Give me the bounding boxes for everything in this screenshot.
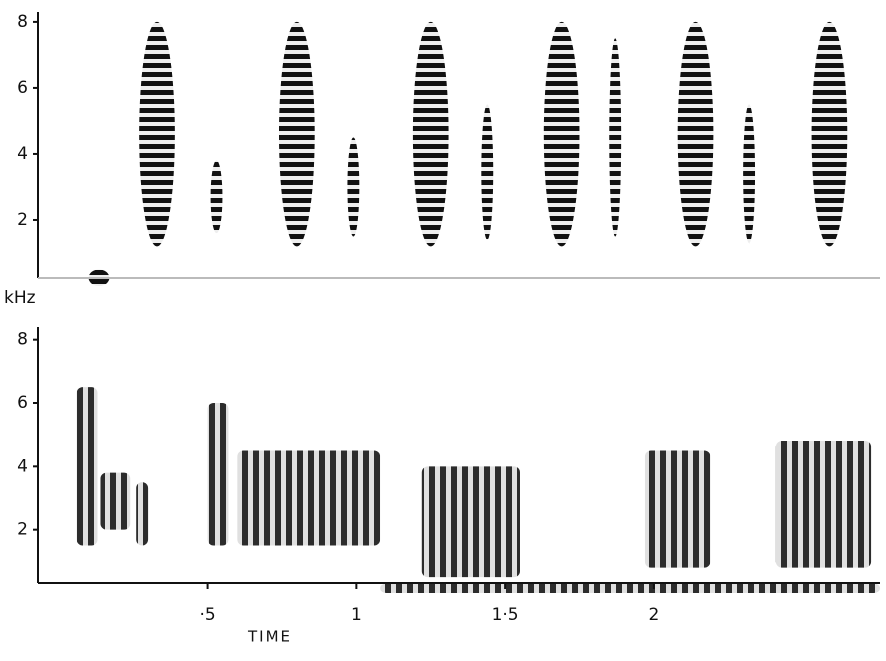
y-tick-label: 6 xyxy=(17,78,28,98)
y-tick-label: 4 xyxy=(17,144,28,164)
syllable xyxy=(412,21,449,247)
syllable xyxy=(347,137,360,237)
syllable xyxy=(481,104,494,240)
y-axis-label: kHz xyxy=(4,288,36,308)
syllable xyxy=(237,450,381,546)
syllable xyxy=(811,21,848,247)
x-tick-label: 2 xyxy=(648,605,659,625)
syllable xyxy=(139,21,175,247)
y-tick-label: 2 xyxy=(17,520,28,540)
syllable xyxy=(207,403,229,546)
syllable xyxy=(76,387,98,546)
syllable xyxy=(278,21,315,247)
y-tick-label: 8 xyxy=(17,12,28,32)
syllable xyxy=(421,466,520,578)
x-tick-label: 1 xyxy=(351,605,362,625)
y-tick-label: 8 xyxy=(17,330,28,350)
x-tick-label: ·5 xyxy=(199,605,215,625)
x-tick-label: 1·5 xyxy=(492,605,519,625)
y-tick-label: 6 xyxy=(17,393,28,413)
syllable xyxy=(644,450,711,568)
syllable xyxy=(775,441,872,568)
syllable xyxy=(543,21,580,247)
syllable xyxy=(677,21,714,247)
syllable xyxy=(743,104,756,244)
syllable xyxy=(136,482,149,546)
syllable xyxy=(100,472,131,530)
y-tick-label: 4 xyxy=(17,456,28,476)
syllable xyxy=(609,38,622,237)
x-axis-label: TIME xyxy=(247,628,292,646)
syllable xyxy=(380,583,880,593)
syllable xyxy=(210,160,223,234)
y-tick-label: 2 xyxy=(17,210,28,230)
